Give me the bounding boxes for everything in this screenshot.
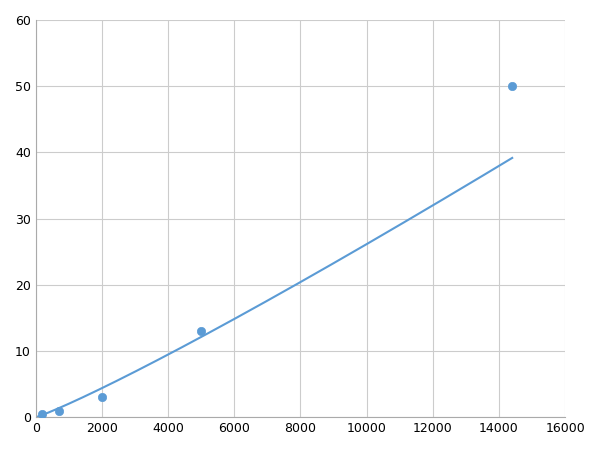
- Point: [54, 407, 64, 414]
- Point: [508, 83, 517, 90]
- Point: [196, 328, 206, 335]
- Point: [97, 394, 107, 401]
- Point: [38, 410, 47, 418]
